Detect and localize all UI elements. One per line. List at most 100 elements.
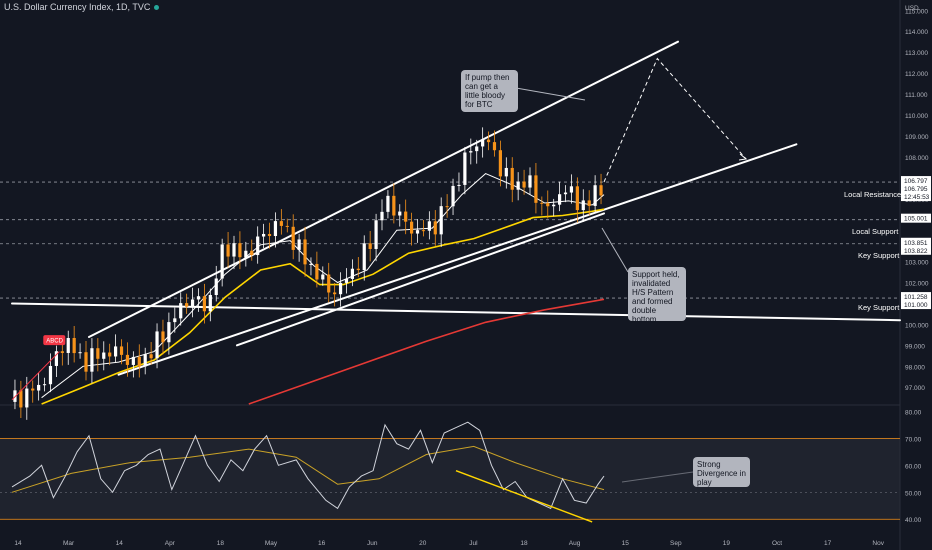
price-tag-text: 103.822 [904,248,928,255]
candle-body [404,211,408,222]
candle-body [66,337,70,353]
candle-body [37,384,41,391]
candle-body [262,233,266,237]
candle-body [338,282,343,295]
price-tick-label: 108.000 [905,155,929,162]
candle-body [54,351,58,366]
candle-body [102,352,106,359]
label-local-resistance: Local Resistance [844,190,902,199]
candle-body [451,185,455,207]
time-tick-label: Jun [367,540,378,547]
rsi-tick-label: 70.00 [905,436,922,443]
candle-body [522,181,526,188]
rsi-tick-label: 50.00 [905,490,922,497]
time-tick-label: Aug [569,540,581,547]
candle-body [196,296,201,300]
chart-title-text: U.S. Dollar Currency Index, 1D, TVC [4,2,151,12]
time-tick-label: 15 [622,540,630,547]
candle-body [114,346,118,357]
candle-body [344,278,349,283]
time-tick-label: 16 [318,540,326,547]
candle-body [333,292,337,295]
candle-body [457,184,461,186]
candle-body [149,354,153,359]
time-tick-label: 17 [824,540,832,547]
price-tick-label: 115.000 [905,8,928,15]
rsi-tick-label: 80.00 [905,409,922,416]
price-tag-bg [901,184,931,194]
candle-body [415,230,420,234]
rsi-band [0,438,900,520]
callout-support-note[interactable]: Support held, invalidated H/S Pattern an… [628,267,686,324]
callout-pointer-0 [515,87,586,101]
rsi-line [11,421,605,510]
candle-body [214,278,218,296]
candle-body [327,274,331,293]
candle-body [256,236,260,256]
trendline-1 [117,143,798,376]
candle-body [48,365,53,385]
candle-body [25,388,29,408]
candle-body [386,195,390,212]
price-tick-label: 113.000 [905,50,928,57]
candle-body [315,263,319,280]
candle-body [350,268,354,279]
candle-body [161,331,165,343]
candle-body [581,200,585,211]
candle-body [84,352,88,372]
candle-body [356,268,360,271]
price-tick-label: 102.000 [905,281,929,288]
candle-body [398,211,402,216]
candle-body [540,202,544,204]
price-tag-bg [901,213,931,223]
candle-body [303,239,307,265]
time-tick-label: 18 [520,540,528,547]
candle-body [593,185,597,206]
candle-body [185,303,189,307]
divergence-line [455,470,593,523]
candle-body [173,318,177,323]
label-local-support: Local Support [852,227,899,236]
candle-body [279,221,283,226]
abcd-badge-text: ABCD [46,339,63,345]
price-tick-label: 99.000 [905,343,925,350]
candle-body [250,250,254,256]
time-tick-label: Nov [872,540,884,547]
callout-pump-note[interactable]: If pump then can get a little bloody for… [461,70,518,112]
price-tick-label: 112.000 [905,71,928,78]
rsi-moving-average [11,445,605,493]
projection-arrowhead [739,153,748,161]
candle-body [546,203,550,207]
candle-body [137,356,141,367]
candle-body [78,352,82,354]
candle-body [108,352,112,357]
candle-body [60,351,64,353]
time-tick-label: Apr [165,540,176,547]
candle-body [534,175,538,203]
label-key-support-lower: Key Support [858,303,900,312]
price-tag-bg [901,292,931,302]
callout-pointer-1 [601,227,629,273]
candle-body [96,348,100,359]
candle-body [510,167,514,190]
price-tick-label: 110.000 [905,113,928,120]
candle-body [558,194,562,205]
rsi-tick-label: 60.00 [905,463,922,470]
candle-body [42,384,47,386]
candle-body [179,303,183,319]
candle-body [427,221,431,231]
price-tick-label: 97.000 [905,385,925,392]
candle-body [439,206,443,235]
candle-body [575,186,579,211]
candle-body [238,243,242,258]
rsi-tick-label: 40.00 [905,517,922,524]
candle-body [475,146,479,152]
price-tag-text: 101.000 [904,302,928,309]
price-tag-text: 106.797 [904,178,928,185]
candle-body [155,331,159,359]
candle-body [131,356,135,365]
callout-divergence-note[interactable]: Strong Divergence in play [693,457,750,487]
candle-body [421,230,426,232]
candle-body [492,142,497,151]
price-tag-bg [901,245,931,255]
